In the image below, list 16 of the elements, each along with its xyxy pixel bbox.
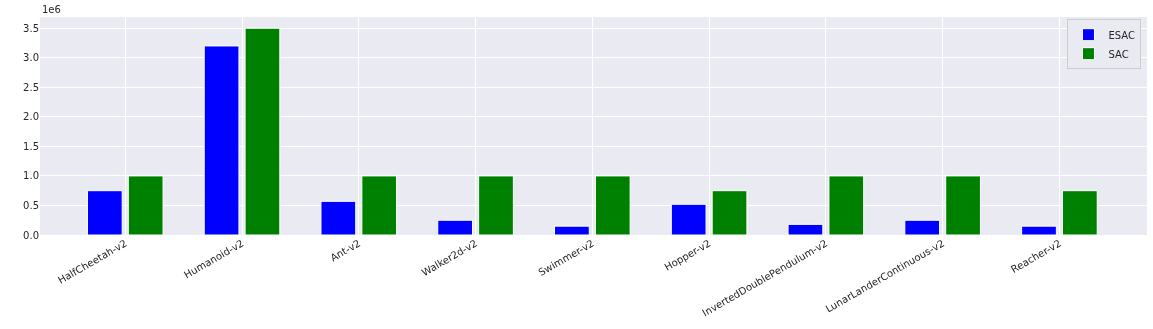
y-tick-label: 3.0 bbox=[23, 52, 39, 64]
y-tick-label: 3.5 bbox=[23, 22, 39, 34]
y-tick-label: 0.0 bbox=[23, 229, 39, 241]
bar bbox=[904, 219, 941, 235]
y-tick-label: 1.5 bbox=[23, 140, 39, 152]
bar bbox=[437, 219, 473, 235]
y-tick-label: 0.5 bbox=[23, 199, 39, 211]
y-tick-label: 1.0 bbox=[23, 170, 39, 182]
bar bbox=[787, 223, 824, 235]
text: 1e6 bbox=[42, 4, 61, 15]
y-tick-label: 2.5 bbox=[23, 81, 39, 93]
legend-label: ESAC bbox=[1108, 29, 1135, 41]
y-tick-label: 2.0 bbox=[23, 111, 39, 123]
bar bbox=[1021, 225, 1057, 235]
legend-label: SAC bbox=[1108, 48, 1129, 60]
bar bbox=[554, 225, 590, 235]
